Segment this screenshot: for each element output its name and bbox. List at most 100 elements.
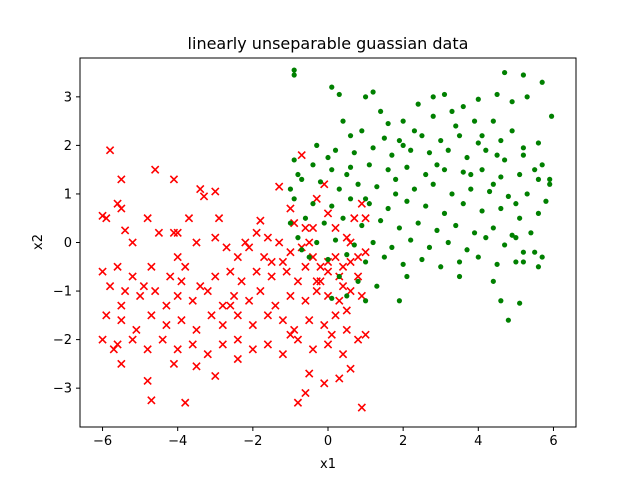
dot-marker-point <box>400 142 406 148</box>
dot-marker-point <box>423 171 429 178</box>
x-marker-point <box>143 345 152 354</box>
dot-marker-point <box>453 123 459 129</box>
x-marker-point <box>233 311 242 320</box>
x-marker-point <box>147 262 156 271</box>
dot-marker-point <box>344 171 350 178</box>
x-marker-point <box>218 301 227 310</box>
x-marker-point <box>199 192 209 201</box>
x-marker-point <box>286 330 295 339</box>
x-marker-point <box>320 320 329 330</box>
dot-marker-point <box>362 298 369 304</box>
dot-marker-point <box>419 133 425 139</box>
x-marker-point <box>214 214 224 223</box>
x-marker-point <box>361 214 370 223</box>
dot-marker-point <box>389 152 395 158</box>
dot-marker-point <box>517 171 523 178</box>
x-marker-point <box>361 248 370 257</box>
x-axis-ticks: −6 −4 −2 0 2 4 6 <box>93 427 558 449</box>
x-marker-point <box>305 369 314 378</box>
x-marker-point <box>105 282 115 291</box>
dot-marker-point <box>332 147 339 153</box>
dot-marker-point <box>547 176 553 182</box>
dot-marker-point <box>517 300 523 306</box>
x-marker-point <box>196 282 205 291</box>
x-marker-point <box>301 296 310 305</box>
x-marker-point <box>222 243 231 252</box>
x-marker-point <box>357 291 366 301</box>
x-marker-point <box>158 335 167 344</box>
dot-marker-point <box>528 230 534 236</box>
dot-marker-point <box>415 101 421 107</box>
dot-marker-point <box>483 147 489 153</box>
dot-marker-point <box>505 317 511 323</box>
red-x-series <box>98 146 370 412</box>
dot-marker-point <box>355 181 361 187</box>
x-marker-point <box>229 291 239 301</box>
dot-marker-point <box>415 220 421 226</box>
x-marker-point <box>259 252 269 262</box>
dot-marker-point <box>490 118 496 124</box>
x-axis-label: x1 <box>320 457 336 472</box>
x-marker-point <box>181 262 190 271</box>
y-tick-label: 0 <box>64 236 72 251</box>
dot-marker-point <box>423 203 429 209</box>
x-marker-point <box>278 316 288 325</box>
x-marker-point <box>117 204 126 213</box>
x-marker-point <box>105 146 115 155</box>
x-marker-point <box>357 403 366 412</box>
dot-marker-point <box>520 145 526 151</box>
dot-marker-point <box>385 167 391 173</box>
x-marker-point <box>166 272 175 281</box>
dot-marker-point <box>302 215 309 221</box>
dot-marker-point <box>535 140 542 146</box>
dot-marker-point <box>460 201 466 207</box>
dot-marker-point <box>370 145 376 151</box>
dot-marker-point <box>426 244 433 250</box>
x-marker-point <box>120 226 130 235</box>
x-tick-label: −2 <box>243 434 262 449</box>
x-marker-point <box>117 175 126 184</box>
dot-marker-point <box>408 237 414 243</box>
dot-marker-point <box>479 167 485 173</box>
dot-marker-point <box>449 191 455 197</box>
x-marker-point <box>342 325 351 335</box>
x-marker-point <box>233 252 242 262</box>
dot-marker-point <box>299 176 305 182</box>
dot-marker-point <box>539 162 545 168</box>
dot-marker-point <box>370 89 376 95</box>
dot-marker-point <box>374 184 380 190</box>
x-marker-point <box>308 345 318 354</box>
dot-marker-point <box>498 298 504 304</box>
dot-marker-point <box>449 108 455 115</box>
x-marker-point <box>117 359 126 369</box>
dot-marker-point <box>325 256 331 263</box>
dot-marker-point <box>430 113 436 119</box>
x-marker-point <box>278 350 288 359</box>
x-marker-point <box>192 362 201 371</box>
dot-marker-point <box>306 254 312 260</box>
dot-marker-point <box>434 227 440 233</box>
x-tick-label: 6 <box>549 434 557 449</box>
x-marker-point <box>312 194 321 203</box>
x-marker-point <box>237 277 246 286</box>
x-marker-point <box>162 320 171 330</box>
dot-marker-point <box>400 118 406 124</box>
x-marker-point <box>169 359 179 369</box>
x-marker-point <box>301 388 310 398</box>
x-marker-point <box>342 306 351 315</box>
x-marker-point <box>305 238 314 247</box>
dot-marker-point <box>389 244 395 250</box>
y-tick-label: −2 <box>53 333 72 348</box>
dot-marker-point <box>362 196 369 202</box>
dot-marker-point <box>509 232 515 238</box>
dot-marker-point <box>426 150 433 156</box>
dot-marker-point <box>295 235 301 241</box>
dot-marker-point <box>366 162 372 168</box>
x-marker-point <box>353 272 363 281</box>
x-marker-point <box>147 311 156 320</box>
dot-marker-point <box>393 191 399 197</box>
x-marker-point <box>218 320 227 330</box>
dot-marker-point <box>490 181 496 187</box>
